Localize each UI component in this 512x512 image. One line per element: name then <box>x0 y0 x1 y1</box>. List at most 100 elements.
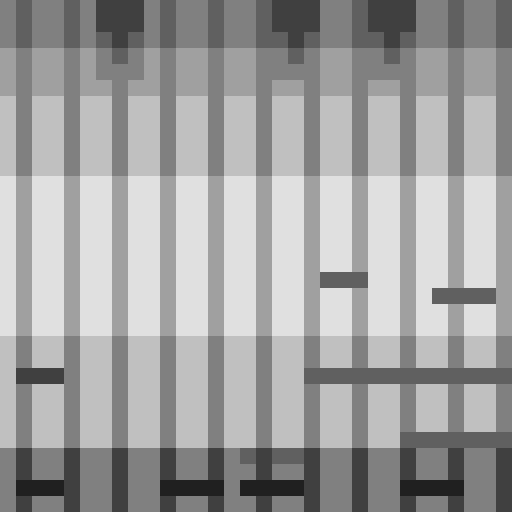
heatmap-cell <box>416 192 433 209</box>
heatmap-cell <box>192 64 209 81</box>
heatmap-cell <box>112 272 129 289</box>
heatmap-cell <box>480 256 497 273</box>
heatmap-cell <box>192 384 209 401</box>
heatmap-cell <box>400 256 417 273</box>
heatmap-cell <box>192 320 209 337</box>
heatmap-cell <box>368 480 385 497</box>
heatmap-cell <box>64 400 81 417</box>
heatmap-cell <box>128 0 145 17</box>
heatmap-cell <box>400 80 417 97</box>
heatmap-cell <box>144 0 161 17</box>
heatmap-cell <box>16 272 33 289</box>
heatmap-cell <box>320 304 337 321</box>
heatmap-cell <box>272 48 289 65</box>
heatmap-cell <box>80 0 97 17</box>
heatmap-cell <box>448 160 465 177</box>
heatmap-cell <box>48 144 65 161</box>
heatmap-cell <box>48 96 65 113</box>
heatmap-cell <box>16 176 33 193</box>
heatmap-cell <box>96 0 113 17</box>
heatmap-cell <box>176 480 193 497</box>
heatmap-cell <box>256 240 273 257</box>
heatmap-cell <box>320 496 337 512</box>
heatmap-cell <box>432 400 449 417</box>
heatmap-cell <box>80 16 97 33</box>
heatmap-cell <box>160 16 177 33</box>
heatmap-cell <box>32 288 49 305</box>
heatmap-cell <box>432 448 449 465</box>
heatmap-cell <box>160 144 177 161</box>
heatmap-cell <box>480 464 497 481</box>
heatmap-cell <box>80 128 97 145</box>
heatmap-cell <box>352 144 369 161</box>
heatmap-cell <box>80 272 97 289</box>
heatmap-cell <box>304 464 321 481</box>
heatmap-cell <box>176 176 193 193</box>
heatmap-cell <box>496 208 512 225</box>
heatmap-cell <box>400 176 417 193</box>
heatmap-cell <box>352 48 369 65</box>
heatmap-cell <box>144 336 161 353</box>
heatmap-cell <box>64 144 81 161</box>
heatmap-cell <box>352 32 369 49</box>
heatmap-cell <box>240 224 257 241</box>
heatmap-cell <box>336 176 353 193</box>
heatmap-cell <box>352 496 369 512</box>
heatmap-cell <box>256 384 273 401</box>
heatmap-cell <box>496 448 512 465</box>
heatmap-cell <box>48 64 65 81</box>
heatmap-cell <box>192 352 209 369</box>
heatmap-cell <box>304 128 321 145</box>
heatmap-cell <box>176 256 193 273</box>
heatmap-cell <box>176 320 193 337</box>
heatmap-cell <box>48 272 65 289</box>
heatmap-cell <box>272 16 289 33</box>
heatmap-cell <box>16 112 33 129</box>
heatmap-cell <box>224 272 241 289</box>
heatmap-cell <box>176 352 193 369</box>
heatmap-cell <box>368 256 385 273</box>
heatmap-cell <box>320 384 337 401</box>
heatmap-cell <box>64 96 81 113</box>
heatmap-cell <box>240 176 257 193</box>
heatmap-cell <box>0 208 17 225</box>
heatmap-cell <box>496 384 512 401</box>
heatmap-cell <box>128 256 145 273</box>
heatmap-cell <box>128 112 145 129</box>
heatmap-cell <box>432 176 449 193</box>
heatmap-cell <box>352 96 369 113</box>
heatmap-cell <box>448 368 465 385</box>
heatmap-cell <box>128 336 145 353</box>
heatmap-cell <box>176 336 193 353</box>
heatmap-cell <box>16 16 33 33</box>
heatmap-cell <box>16 288 33 305</box>
heatmap-cell <box>112 480 129 497</box>
heatmap-cell <box>416 400 433 417</box>
heatmap-cell <box>256 112 273 129</box>
heatmap-cell <box>144 96 161 113</box>
heatmap-cell <box>64 160 81 177</box>
heatmap-cell <box>320 256 337 273</box>
heatmap-cell <box>272 144 289 161</box>
heatmap-cell <box>144 176 161 193</box>
heatmap-cell <box>416 96 433 113</box>
heatmap-cell <box>128 416 145 433</box>
heatmap-cell <box>432 256 449 273</box>
heatmap-cell <box>256 368 273 385</box>
heatmap-cell <box>320 240 337 257</box>
heatmap-cell <box>288 368 305 385</box>
heatmap-cell <box>144 400 161 417</box>
heatmap-cell <box>256 128 273 145</box>
heatmap-cell <box>160 384 177 401</box>
heatmap-cell <box>208 208 225 225</box>
heatmap-cell <box>112 32 129 49</box>
heatmap-cell <box>368 272 385 289</box>
heatmap-cell <box>80 448 97 465</box>
heatmap-cell <box>288 48 305 65</box>
heatmap-cell <box>400 416 417 433</box>
heatmap-cell <box>368 192 385 209</box>
heatmap-cell <box>368 304 385 321</box>
heatmap-cell <box>224 496 241 512</box>
heatmap-cell <box>80 400 97 417</box>
heatmap-cell <box>224 400 241 417</box>
